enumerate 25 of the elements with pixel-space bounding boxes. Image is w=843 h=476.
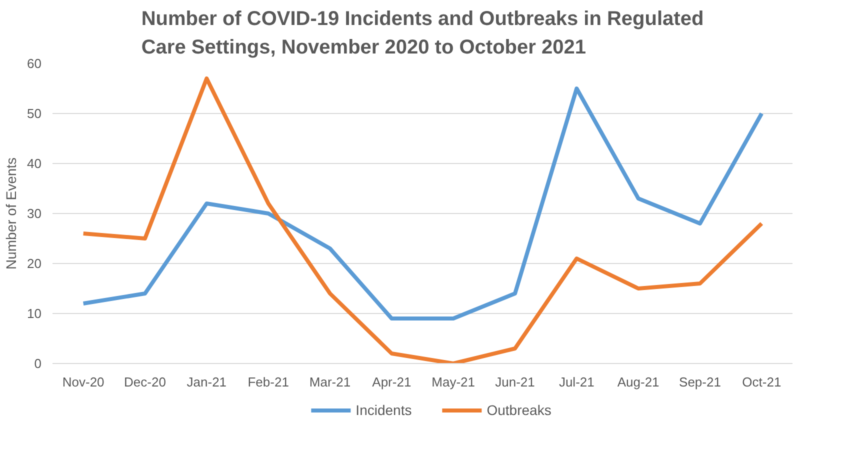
y-tick-label: 40 bbox=[27, 156, 42, 171]
x-tick-label: Dec-20 bbox=[124, 374, 166, 390]
y-tick-label: 30 bbox=[27, 206, 42, 221]
y-tick-label: 10 bbox=[27, 306, 42, 321]
x-tick-label: Nov-20 bbox=[62, 374, 104, 390]
line-series bbox=[81, 86, 764, 320]
x-tick-label: Aug-21 bbox=[617, 374, 660, 390]
y-axis-title: Number of Events bbox=[3, 157, 20, 270]
x-tick-label: May-21 bbox=[432, 374, 476, 390]
y-tick-label: 0 bbox=[34, 356, 42, 371]
legend-label: Incidents bbox=[356, 402, 412, 418]
x-tick-label: Jun-21 bbox=[495, 374, 535, 390]
x-tick-label: Sep-21 bbox=[679, 374, 721, 390]
x-tick-label: Jan-21 bbox=[186, 374, 227, 390]
x-tick-label: Feb-21 bbox=[248, 374, 289, 390]
y-tick-label: 20 bbox=[27, 256, 42, 271]
x-tick-label: Oct-21 bbox=[742, 374, 782, 390]
line-series bbox=[81, 76, 764, 364]
x-tick-label: Apr-21 bbox=[372, 374, 412, 390]
y-tick-label: 60 bbox=[27, 56, 42, 71]
legend-label: Outbreaks bbox=[486, 402, 552, 418]
chart-title: Number of COVID-19 Incidents and Outbreaks in Regulated Care Settings, November 2020 to October 2021 bbox=[141, 8, 704, 58]
y-tick-label: 50 bbox=[27, 106, 42, 121]
x-tick-label: Jul-21 bbox=[558, 374, 594, 390]
x-tick-label: Mar-21 bbox=[309, 374, 351, 390]
